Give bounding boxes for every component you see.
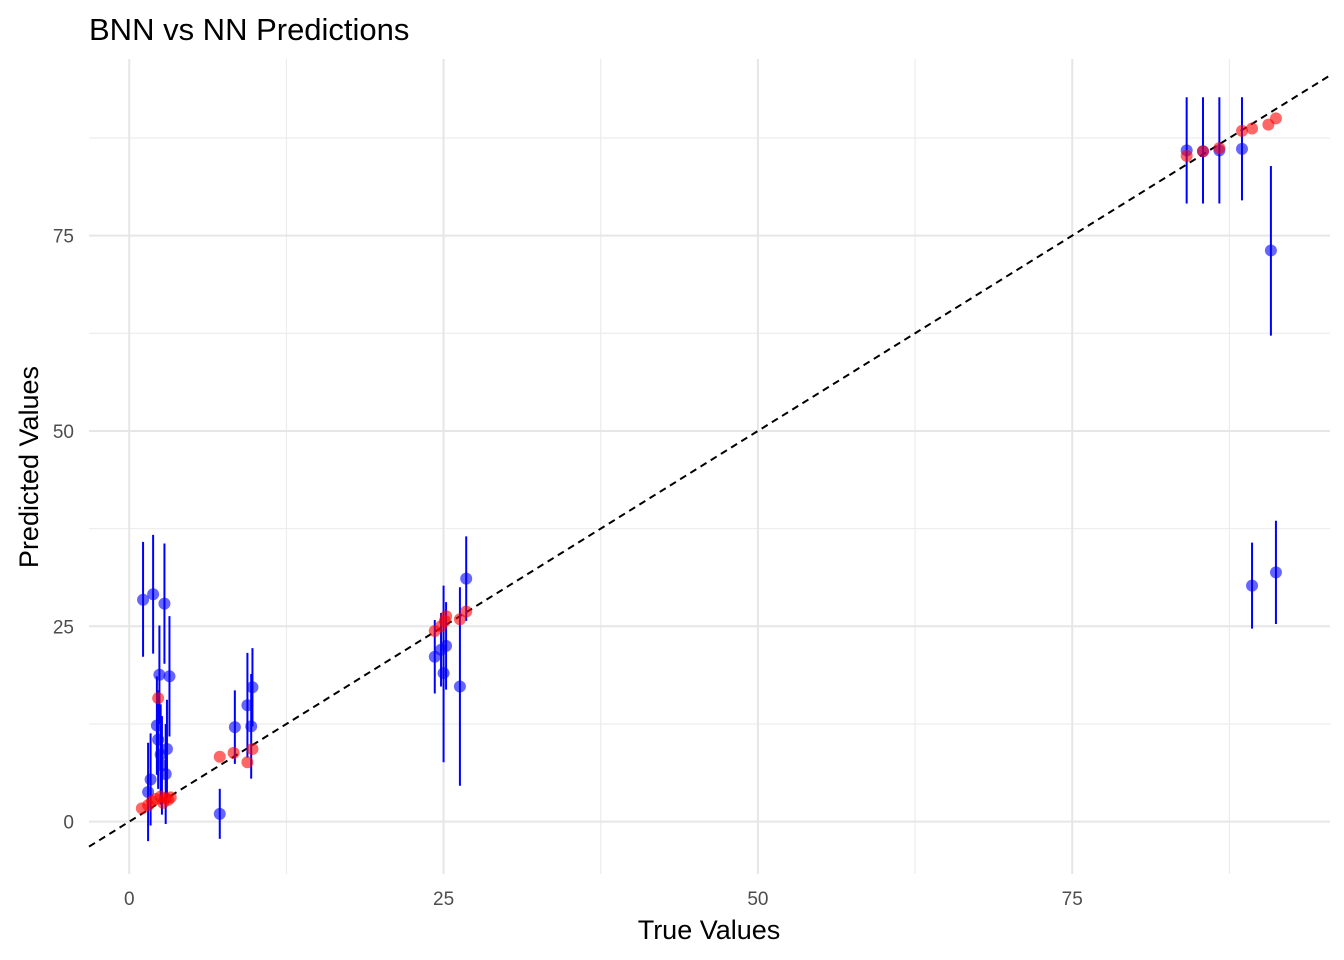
bnn-point — [246, 681, 259, 694]
grid — [89, 59, 1330, 874]
nn-point — [1180, 149, 1193, 162]
bnn-point — [228, 721, 241, 734]
nn-point — [1246, 122, 1259, 135]
bnn-point — [160, 742, 173, 755]
bnn-point — [163, 670, 176, 683]
bnn-point — [453, 680, 466, 693]
bnn-point — [159, 767, 172, 780]
bnn-point — [137, 593, 150, 606]
tick-labels: 0 25 50 75 0 25 50 75 — [53, 227, 1083, 910]
bnn-point — [158, 597, 171, 610]
nn-point — [241, 756, 254, 769]
x-tick-label: 50 — [747, 889, 768, 910]
bnn-point — [1264, 244, 1277, 257]
x-axis-title: True Values — [638, 915, 781, 945]
y-tick-label: 25 — [53, 617, 74, 638]
nn-point — [1269, 112, 1282, 125]
bnn-point — [142, 785, 155, 798]
bnn-point — [437, 667, 450, 680]
bnn-point — [213, 807, 226, 820]
nn-point — [152, 692, 165, 705]
bnn-point — [144, 773, 157, 786]
bnn-point — [241, 699, 254, 712]
nn-point — [213, 750, 226, 763]
chart-title: BNN vs NN Predictions — [89, 12, 409, 47]
bnn-point — [460, 572, 473, 585]
bnn-point — [1246, 579, 1259, 592]
x-tick-label: 75 — [1062, 889, 1083, 910]
bnn-point — [153, 668, 166, 681]
bnn-point — [147, 588, 160, 601]
nn-point — [246, 742, 259, 755]
bnn-point — [440, 639, 453, 652]
nn-point — [164, 791, 177, 804]
nn-point — [460, 605, 473, 618]
nn-point — [440, 610, 453, 623]
nn-point — [1197, 145, 1210, 158]
bnn-point — [1269, 566, 1282, 579]
nn-point — [227, 746, 240, 759]
reference-line-layer — [88, 74, 1331, 848]
x-tick-label: 0 — [124, 889, 135, 910]
bnn-point — [152, 733, 165, 746]
error-bar-layer — [142, 97, 1277, 842]
bnn-point — [1235, 142, 1248, 155]
y-axis-title: Predicted Values — [14, 366, 44, 568]
points-layer — [135, 112, 1282, 820]
nn-point — [1235, 124, 1248, 137]
y-tick-label: 50 — [53, 422, 74, 443]
reference-line — [88, 74, 1331, 848]
x-tick-label: 25 — [433, 889, 454, 910]
nn-point — [1213, 142, 1226, 155]
bnn-point — [245, 720, 258, 733]
y-tick-label: 0 — [63, 813, 74, 834]
bnn-point — [150, 719, 163, 732]
y-tick-label: 75 — [53, 227, 74, 248]
